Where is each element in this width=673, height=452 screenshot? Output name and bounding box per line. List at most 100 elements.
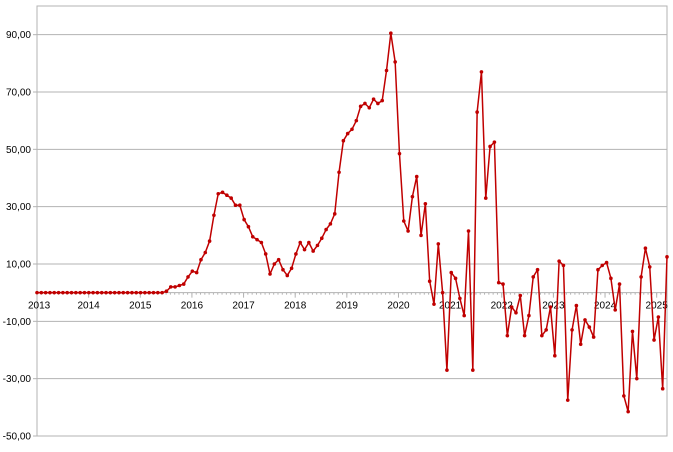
- data-point: [134, 290, 139, 295]
- data-point: [302, 247, 307, 252]
- data-point: [496, 280, 501, 285]
- x-tick-label: 2014: [78, 301, 101, 312]
- data-point: [74, 290, 78, 295]
- data-point: [220, 190, 225, 195]
- data-point: [52, 290, 57, 295]
- y-tick-label: 30,00: [6, 202, 31, 213]
- data-point: [471, 368, 475, 372]
- data-point: [406, 229, 410, 233]
- data-point: [91, 290, 95, 295]
- data-point: [522, 333, 527, 338]
- data-point: [384, 68, 389, 73]
- data-point: [268, 272, 272, 276]
- data-point: [130, 290, 134, 295]
- data-point: [117, 290, 121, 295]
- data-point: [440, 290, 445, 295]
- data-point: [604, 260, 609, 265]
- data-point: [78, 290, 82, 295]
- data-point: [151, 290, 156, 295]
- data-point: [583, 318, 587, 322]
- data-point: [380, 98, 385, 103]
- data-point: [203, 250, 208, 255]
- series-layer: [35, 31, 669, 414]
- plot-area: [36, 5, 668, 437]
- data-point: [427, 279, 432, 284]
- data-point: [181, 282, 186, 286]
- data-point: [557, 259, 561, 263]
- data-point: [652, 338, 656, 342]
- data-point: [199, 257, 203, 262]
- data-point: [639, 275, 643, 279]
- data-point: [285, 273, 290, 278]
- data-point: [458, 296, 462, 301]
- data-point: [108, 290, 113, 295]
- data-point: [255, 237, 259, 242]
- data-point: [660, 386, 665, 391]
- data-point: [43, 290, 48, 295]
- data-point: [121, 290, 126, 295]
- data-point: [371, 97, 376, 101]
- data-point: [104, 290, 108, 295]
- data-point: [401, 219, 406, 223]
- data-point: [419, 233, 423, 238]
- data-point: [207, 239, 212, 243]
- data-point: [445, 368, 449, 372]
- data-point: [643, 246, 648, 251]
- x-tick-label: 2018: [284, 301, 307, 312]
- data-point: [561, 263, 566, 268]
- data-point: [587, 325, 592, 329]
- data-point: [337, 170, 341, 175]
- data-point: [242, 217, 246, 222]
- data-point: [143, 290, 147, 295]
- data-point: [647, 265, 652, 269]
- data-point: [634, 376, 639, 381]
- data-point: [311, 249, 315, 253]
- data-point: [518, 293, 523, 298]
- data-point: [505, 333, 510, 338]
- data-point: [462, 313, 466, 318]
- data-point: [168, 285, 173, 289]
- x-axis-ticks: 2013 2014 2015 2016 2017 2018 2019 2020 2021 2022…: [28, 292, 668, 312]
- data-point: [250, 234, 255, 239]
- data-point: [263, 252, 268, 256]
- data-point: [613, 308, 618, 312]
- data-point: [315, 243, 320, 248]
- data-point: [509, 305, 514, 309]
- data-point: [622, 394, 626, 398]
- data-point: [99, 290, 104, 295]
- data-point: [56, 290, 61, 295]
- data-point: [466, 229, 471, 233]
- data-point: [449, 270, 454, 275]
- data-point: [186, 275, 190, 279]
- data-point: [432, 302, 436, 306]
- data-point: [216, 191, 221, 196]
- data-point: [281, 267, 285, 272]
- y-tick-label: 50,00: [6, 145, 31, 156]
- data-point: [48, 290, 52, 295]
- data-point: [39, 290, 44, 295]
- data-point: [436, 242, 441, 246]
- x-tick-label: 2024: [594, 301, 617, 312]
- data-point: [600, 263, 605, 268]
- data-point: [354, 118, 359, 123]
- data-point: [591, 335, 596, 339]
- data-point: [665, 255, 669, 259]
- data-point: [410, 194, 415, 199]
- data-point: [514, 310, 518, 315]
- data-point: [319, 236, 324, 240]
- data-point: [164, 289, 169, 294]
- data-point: [82, 290, 87, 295]
- data-point: [246, 224, 251, 229]
- data-point: [190, 269, 195, 273]
- x-tick-label: 2022: [491, 301, 514, 312]
- data-point: [423, 202, 428, 206]
- data-point: [294, 252, 298, 256]
- data-point: [341, 138, 346, 143]
- data-point: [617, 282, 622, 286]
- data-point: [414, 174, 419, 179]
- data-point: [376, 101, 380, 106]
- data-point: [95, 290, 100, 295]
- data-point: [483, 196, 488, 200]
- data-point: [229, 196, 233, 200]
